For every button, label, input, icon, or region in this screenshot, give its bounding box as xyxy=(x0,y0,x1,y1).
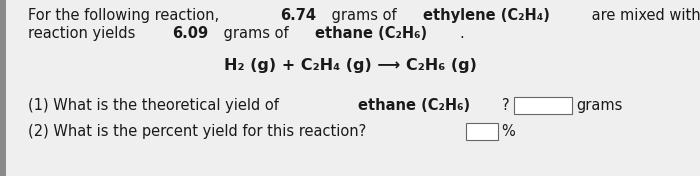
Text: H₂ (g) + C₂H₄ (g) ⟶ C₂H₆ (g): H₂ (g) + C₂H₄ (g) ⟶ C₂H₆ (g) xyxy=(223,58,477,73)
Text: reaction yields: reaction yields xyxy=(28,26,140,41)
Text: grams: grams xyxy=(576,98,622,113)
Text: (1) What is the theoretical yield of: (1) What is the theoretical yield of xyxy=(28,98,284,113)
Bar xyxy=(0,0,6,176)
Text: For the following reaction,: For the following reaction, xyxy=(28,8,224,23)
Text: %: % xyxy=(501,124,515,139)
Bar xyxy=(514,97,572,114)
Text: .: . xyxy=(460,26,464,41)
Text: grams of: grams of xyxy=(219,26,293,41)
Text: 6.09: 6.09 xyxy=(172,26,209,41)
Text: ?: ? xyxy=(503,98,510,113)
Text: grams of: grams of xyxy=(327,8,401,23)
Text: 6.74: 6.74 xyxy=(281,8,316,23)
Text: (2) What is the percent yield for this reaction?: (2) What is the percent yield for this r… xyxy=(28,124,366,139)
Bar xyxy=(466,123,498,140)
Text: ethane (C₂H₆): ethane (C₂H₆) xyxy=(315,26,427,41)
Text: are mixed with excess: are mixed with excess xyxy=(587,8,700,23)
Text: ethylene (C₂H₄): ethylene (C₂H₄) xyxy=(423,8,550,23)
Text: ethane (C₂H₆): ethane (C₂H₆) xyxy=(358,98,470,113)
